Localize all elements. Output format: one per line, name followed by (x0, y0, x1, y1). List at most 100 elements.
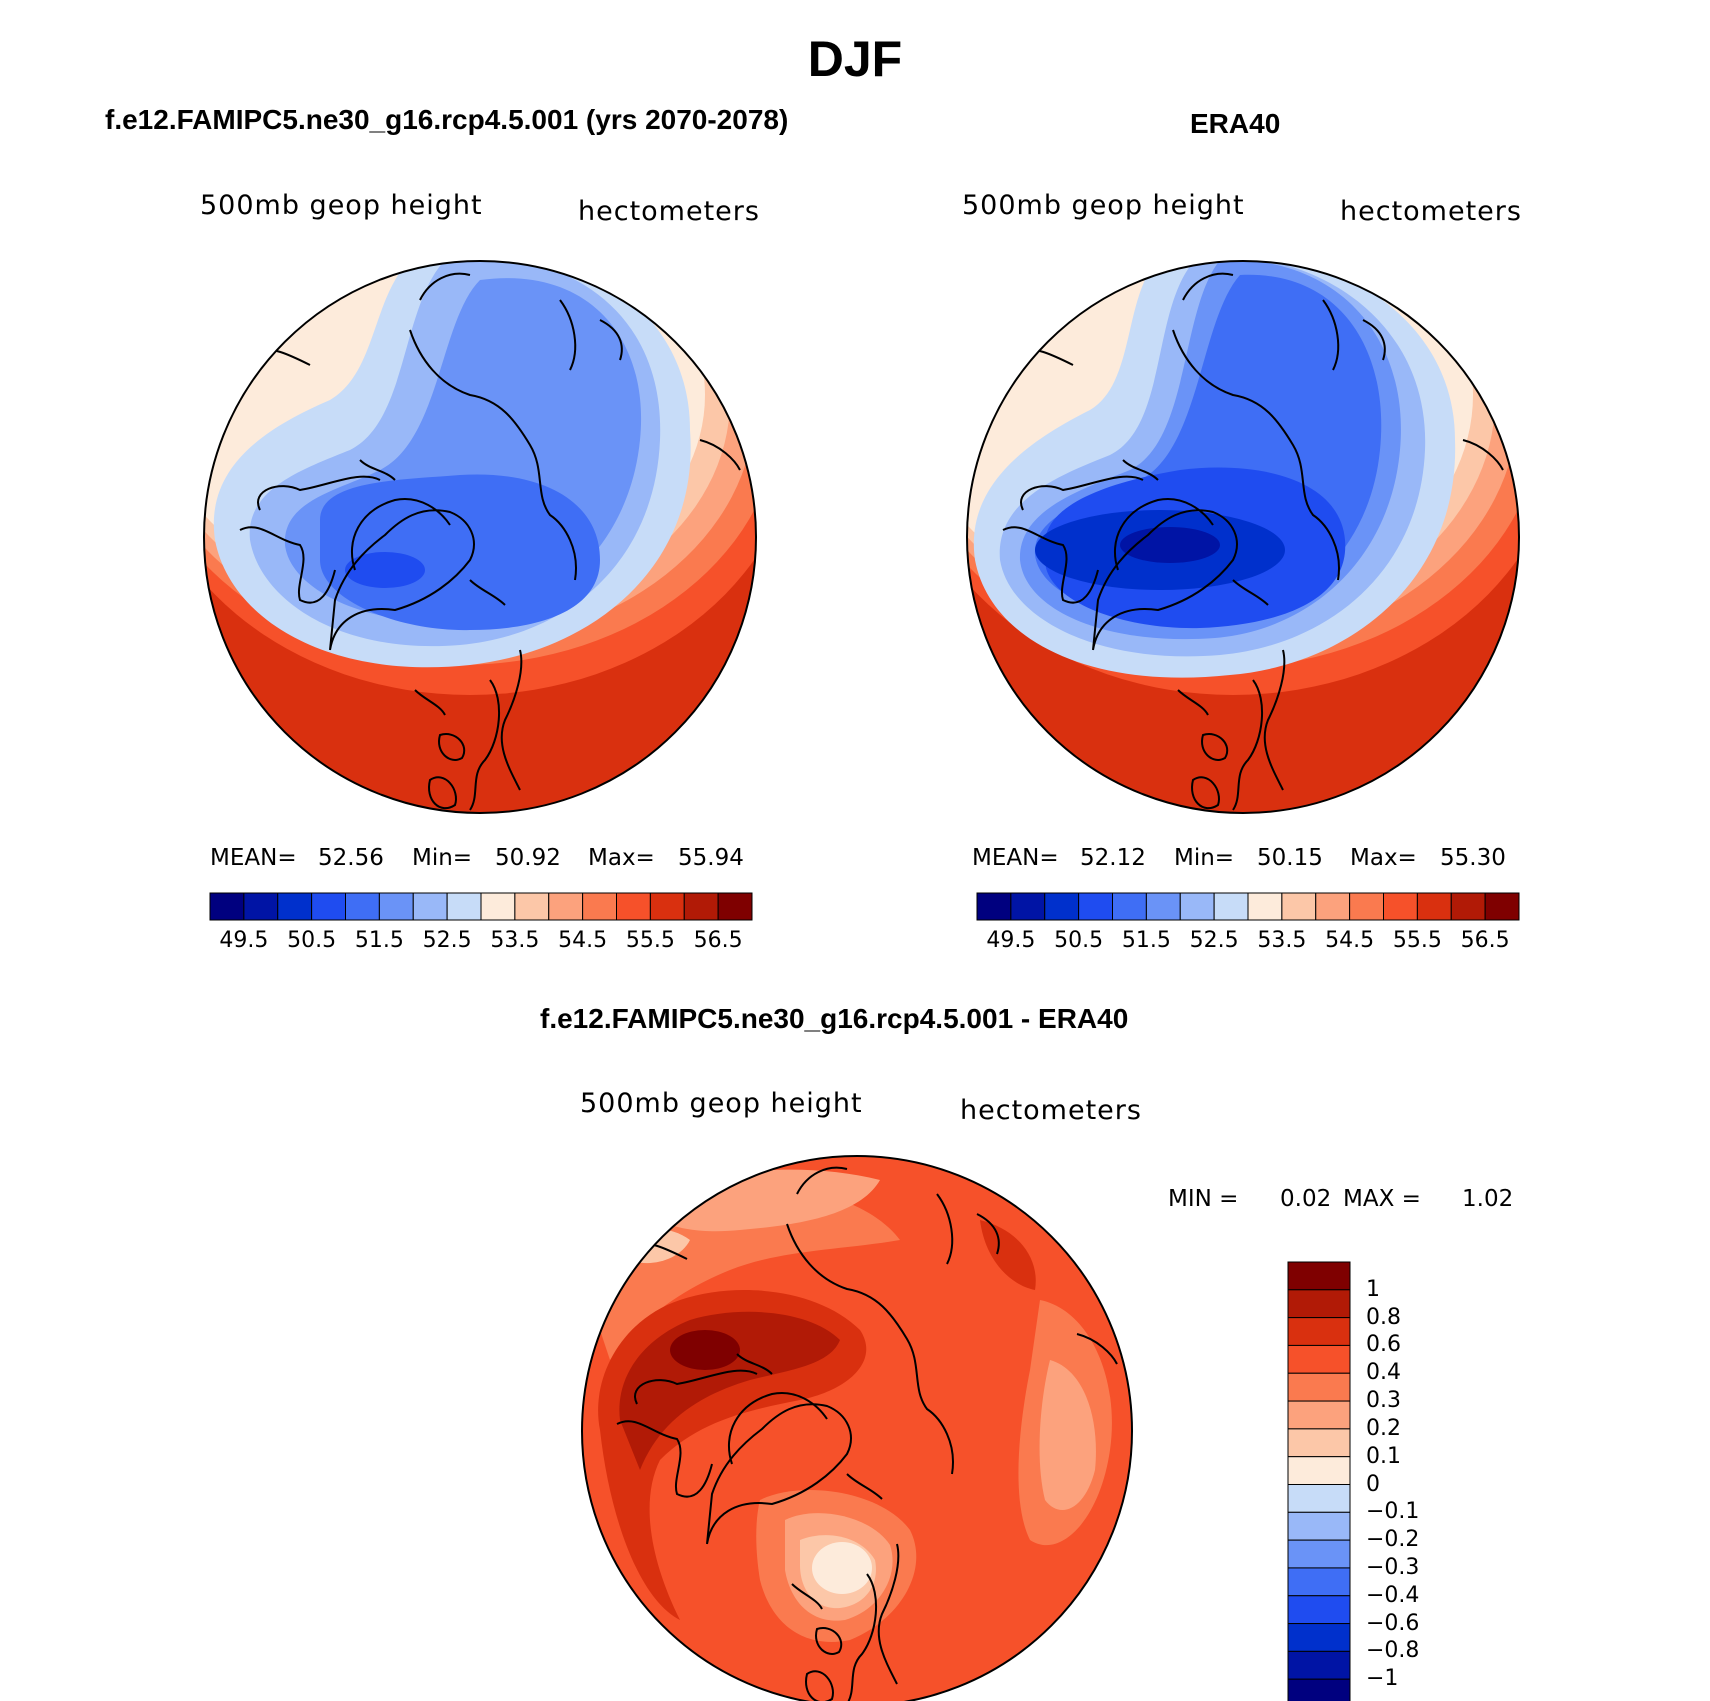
colorbar-swatch (649, 892, 685, 921)
colorbar-tick-label: 0.4 (1366, 1360, 1401, 1386)
colorbar-swatch (345, 892, 380, 921)
colorbar-swatch (446, 892, 482, 921)
colorbar-tick-label: 0.1 (1366, 1443, 1401, 1469)
panel-2-max-label: Max= (1350, 845, 1417, 871)
panel-3-units-label: hectometers (960, 1095, 1142, 1126)
panel-3-title: f.e12.FAMIPC5.ne30_g16.rcp4.5.001 - ERA4… (540, 1003, 1129, 1034)
colorbar-swatch (243, 892, 279, 921)
panel-1-max-value: 55.94 (678, 845, 744, 871)
panel-2-mean-value: 52.12 (1080, 845, 1146, 871)
colorbar-swatch (1112, 892, 1147, 921)
panel-3-min-value: 0.02 (1280, 1186, 1332, 1212)
colorbar-tick-label: 55.5 (625, 928, 675, 953)
colorbar-swatch (1287, 1595, 1351, 1625)
colorbar-swatch (582, 892, 617, 921)
colorbar-tick-label: −0.6 (1366, 1610, 1420, 1636)
colorbar-tick-label: 53.5 (1257, 928, 1307, 953)
colorbar-tick-label: 1 (1366, 1276, 1380, 1302)
panel-3-max-label: MAX = (1343, 1186, 1421, 1212)
colorbar-swatch (277, 892, 313, 921)
panel-2-max-value: 55.30 (1440, 845, 1506, 871)
colorbar-swatch (412, 892, 448, 921)
colorbar-swatch (1213, 892, 1249, 921)
panel-3-min-label: MIN = (1168, 1186, 1239, 1212)
colorbar-swatch (1287, 1567, 1351, 1597)
panel-3-colorbar (1287, 1261, 1351, 1701)
panel-1-mean-value: 52.56 (318, 845, 384, 871)
colorbar-swatch (683, 892, 719, 921)
colorbar-swatch (1287, 1344, 1351, 1374)
colorbar-swatch (1287, 1484, 1351, 1513)
colorbar-tick-label: 49.5 (986, 928, 1036, 953)
panel-1-title: f.e12.FAMIPC5.ne30_g16.rcp4.5.001 (yrs 2… (105, 104, 789, 135)
colorbar-swatch (514, 892, 550, 921)
colorbar-tick-label: −0.4 (1366, 1582, 1420, 1608)
colorbar-swatch (1287, 1289, 1351, 1319)
colorbar-swatch (1450, 892, 1486, 921)
colorbar-tick-label: 56.5 (693, 928, 743, 953)
colorbar-tick-label: 54.5 (558, 928, 608, 953)
colorbar-tick-label: 50.5 (287, 928, 337, 953)
panel-3-map (581, 1155, 1133, 1701)
colorbar-swatch (1010, 892, 1046, 921)
panel-2-units-label: hectometers (1340, 196, 1522, 227)
colorbar-tick-label: −0.8 (1366, 1638, 1420, 1664)
panel-1-map (203, 260, 757, 814)
colorbar-swatch (378, 892, 414, 921)
colorbar-swatch (1145, 892, 1181, 921)
colorbar-swatch (1315, 892, 1351, 921)
colorbar-swatch (1281, 892, 1317, 921)
colorbar-tick-label: 0 (1366, 1471, 1380, 1497)
panel-3-variable-label: 500mb geop height (580, 1088, 863, 1119)
panel-2-variable-label: 500mb geop height (962, 190, 1245, 221)
colorbar-swatch (1287, 1372, 1351, 1402)
colorbar-swatch (480, 892, 516, 921)
colorbar-swatch (1287, 1623, 1351, 1652)
panel-2-colorbar (976, 892, 1520, 921)
colorbar-tick-label: 52.5 (1189, 928, 1239, 953)
panel-2-map (966, 260, 1520, 814)
panel-2-title: ERA40 (1190, 108, 1281, 139)
colorbar-tick-label: −0.1 (1366, 1499, 1420, 1525)
colorbar-swatch (1349, 892, 1384, 921)
colorbar-swatch (548, 892, 584, 921)
colorbar-tick-label: 0.6 (1366, 1332, 1401, 1358)
panel-1-max-label: Max= (588, 845, 655, 871)
colorbar-swatch (1287, 1650, 1351, 1680)
figure-title: DJF (807, 31, 903, 87)
colorbar-tick-label: 55.5 (1392, 928, 1442, 953)
colorbar-swatch (717, 892, 753, 921)
colorbar-swatch (1287, 1317, 1351, 1346)
colorbar-swatch (1179, 892, 1215, 921)
colorbar-swatch (1044, 892, 1080, 921)
panel-2-mean-label: MEAN= (972, 845, 1059, 871)
colorbar-tick-label: 0.3 (1366, 1388, 1401, 1414)
colorbar-swatch (311, 892, 346, 921)
colorbar-tick-label: −0.2 (1366, 1527, 1420, 1553)
colorbar-tick-label: 56.5 (1460, 928, 1510, 953)
colorbar-tick-label: 52.5 (422, 928, 472, 953)
panel-1-mean-label: MEAN= (210, 845, 297, 871)
colorbar-tick-label: 0.8 (1366, 1304, 1401, 1330)
colorbar-tick-label: −0.3 (1366, 1554, 1420, 1580)
colorbar-tick-label: −1 (1366, 1666, 1399, 1692)
colorbar-swatch (1287, 1400, 1351, 1430)
panel-1-units-label: hectometers (578, 196, 760, 227)
panel-2-min-value: 50.15 (1257, 845, 1323, 871)
colorbar-tick-label: 51.5 (1121, 928, 1171, 953)
colorbar-swatch (1484, 892, 1520, 921)
panel-2-min-label: Min= (1174, 845, 1235, 871)
colorbar-swatch (1416, 892, 1452, 921)
colorbar-swatch (976, 892, 1012, 921)
colorbar-tick-label: 53.5 (490, 928, 540, 953)
colorbar-tick-label: 50.5 (1054, 928, 1104, 953)
panel-1-min-value: 50.92 (495, 845, 561, 871)
colorbar-swatch (1287, 1261, 1351, 1291)
panel-3-max-value: 1.02 (1462, 1186, 1514, 1212)
colorbar-swatch (1287, 1678, 1351, 1701)
colorbar-swatch (209, 892, 245, 921)
colorbar-tick-label: 49.5 (219, 928, 269, 953)
colorbar-swatch (1287, 1539, 1351, 1569)
colorbar-swatch (1247, 892, 1283, 921)
